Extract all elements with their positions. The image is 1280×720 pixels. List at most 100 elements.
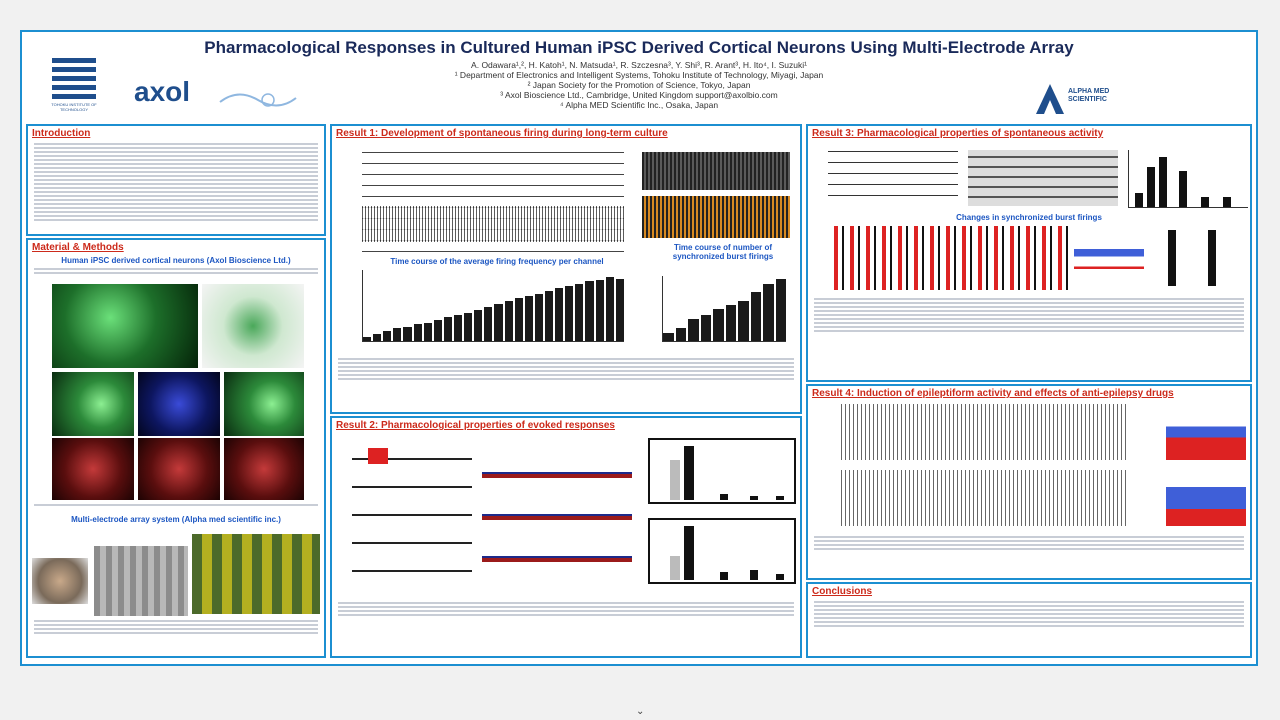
poster-title: Pharmacological Responses in Cultured Hu…: [204, 38, 1074, 57]
chart-bar: [453, 315, 463, 341]
result4-panel: Result 4: Induction of epileptiform acti…: [806, 384, 1252, 580]
chart-bar: [393, 328, 402, 341]
methods-title: Material & Methods: [32, 242, 124, 253]
collapse-bottom-icon[interactable]: ⌄: [636, 706, 645, 717]
result1-heatmap-top: [642, 152, 790, 190]
result1-title: Result 1: Development of spontaneous fir…: [336, 128, 668, 139]
burst-change-bar-charts: [828, 226, 1068, 290]
affiliation-3: ³ Axol Bioscience Ltd., Cambridge, Unite…: [500, 90, 778, 100]
spontaneous-raster-plot: [968, 150, 1118, 206]
chart-bar: [443, 316, 452, 341]
chart-bar: [615, 278, 624, 341]
chart-bar: [494, 304, 503, 341]
tohoku-logo-text: TOHOKU INSTITUTE OF TECHNOLOGY: [51, 102, 97, 112]
result2-title: Result 2: Pharmacological properties of …: [336, 420, 615, 431]
aed-effect-chart-a: [1166, 404, 1246, 460]
chart-bar: [575, 284, 584, 341]
poster-frame: TOHOKU INSTITUTE OF TECHNOLOGY axol Phar…: [20, 30, 1258, 666]
neuron-image-d3: [224, 438, 304, 500]
column-right: Result 3: Pharmacological properties of …: [806, 124, 1252, 658]
methods-subtitle-neurons: Human iPSC derived cortical neurons (Axo…: [61, 256, 291, 265]
conclusions-title: Conclusions: [812, 586, 873, 597]
firing-frequency-bar-chart: [362, 270, 624, 342]
affiliation-2: ² Japan Society for the Promotion of Sci…: [527, 80, 751, 90]
chart-bar: [484, 306, 493, 341]
result1-chart2-title: Time course of number of synchronized bu…: [672, 243, 774, 261]
axol-swirl-icon: [219, 93, 297, 107]
psth-plot: [482, 438, 632, 598]
chart-bar: [775, 278, 786, 341]
neuron-image-a: [52, 284, 198, 368]
author-list: A. Odawara¹,², H. Katoh¹, N. Matsuda¹, R…: [471, 60, 807, 70]
aed-effect-chart-b: [1166, 470, 1246, 526]
chart-bar: [534, 294, 543, 341]
chart-bar: [675, 328, 686, 341]
affiliation-4: ⁴ Alpha MED Scientific Inc., Osaka, Japa…: [559, 100, 719, 110]
chart-bar: [474, 309, 483, 341]
epileptiform-raster-a: [838, 404, 1128, 460]
neuron-image-d1: [52, 438, 134, 500]
methods-subtitle-mea: Multi-electrode array system (Alpha med …: [71, 515, 281, 524]
author-block: A. Odawara¹,², H. Katoh¹, N. Matsuda¹, R…: [22, 60, 1256, 110]
chart-bar: [383, 331, 392, 341]
mea-electrode-image: [94, 546, 188, 616]
result1-panel: Result 1: Development of spontaneous fir…: [330, 124, 802, 414]
result3-subtitle: Changes in synchronized burst firings: [956, 213, 1102, 222]
result3-panel: Result 3: Pharmacological properties of …: [806, 124, 1252, 382]
neuron-image-c1: [52, 372, 134, 436]
chart-bar: [373, 333, 382, 341]
chart-bar: [504, 301, 513, 341]
alpha-med-logo-text: ALPHA MED SCIENTIFIC: [1068, 88, 1110, 103]
chart-bar: [413, 323, 422, 341]
mea-neuron-overlay-image: [192, 534, 320, 614]
chart-bar: [403, 326, 412, 341]
spontaneous-bar-chart: [1128, 150, 1248, 208]
evoked-bar-chart-a: [648, 438, 796, 504]
chart-bar: [433, 319, 442, 341]
chart-bar: [713, 308, 724, 341]
burst-waveform-plot: [1074, 234, 1144, 284]
tohoku-logo-icon: [52, 58, 96, 99]
stimulus-marker: [368, 448, 388, 464]
burst-count-bar-chart: [662, 276, 786, 342]
epileptiform-raster-b: [838, 470, 1128, 526]
conclusions-text: [808, 601, 1250, 627]
result4-title: Result 4: Induction of epileptiform acti…: [812, 388, 1174, 399]
neuron-image-c3: [224, 372, 304, 436]
result1-heatmap-bottom: [642, 196, 790, 238]
poster-header: TOHOKU INSTITUTE OF TECHNOLOGY axol Phar…: [22, 32, 1256, 120]
evoked-bar-chart-b: [648, 518, 796, 584]
collapse-top-icon[interactable]: ⌃: [636, 0, 645, 7]
neuron-image-b: [202, 284, 304, 368]
chart-bar: [763, 283, 774, 341]
chart-bar: [663, 333, 674, 341]
chart-bar: [688, 318, 699, 341]
chart-bar: [750, 291, 761, 341]
alpha-med-logo-icon: [1036, 84, 1064, 114]
chart-bar: [565, 285, 574, 341]
conclusions-panel: Conclusions: [806, 582, 1252, 658]
column-middle: Result 1: Development of spontaneous fir…: [330, 124, 802, 658]
chart-bar: [585, 281, 594, 341]
column-left: Introduction Material & Methods Human iP…: [26, 124, 326, 658]
introduction-text: [28, 143, 324, 221]
chart-bar: [423, 322, 432, 341]
burst-bar-chart-right: [1154, 230, 1244, 286]
result1-chart1-title: Time course of the average firing freque…: [390, 257, 604, 266]
axol-logo: axol: [134, 76, 191, 107]
introduction-panel: Introduction: [26, 124, 326, 236]
chart-bar: [555, 288, 564, 341]
spontaneous-trace-plot: [828, 150, 958, 206]
chart-bar: [738, 300, 749, 341]
mea-device-photo: [32, 558, 88, 604]
result3-title: Result 3: Pharmacological properties of …: [812, 128, 1104, 139]
chart-bar: [544, 291, 554, 341]
chart-bar: [464, 312, 473, 341]
affiliation-1: ¹ Department of Electronics and Intellig…: [454, 70, 824, 80]
evoked-trace-plot: [352, 438, 472, 598]
chart-bar: [363, 337, 372, 341]
chart-bar: [514, 298, 523, 341]
chart-bar: [524, 295, 533, 341]
chart-bar: [725, 304, 736, 341]
neuron-image-d2: [138, 438, 220, 500]
